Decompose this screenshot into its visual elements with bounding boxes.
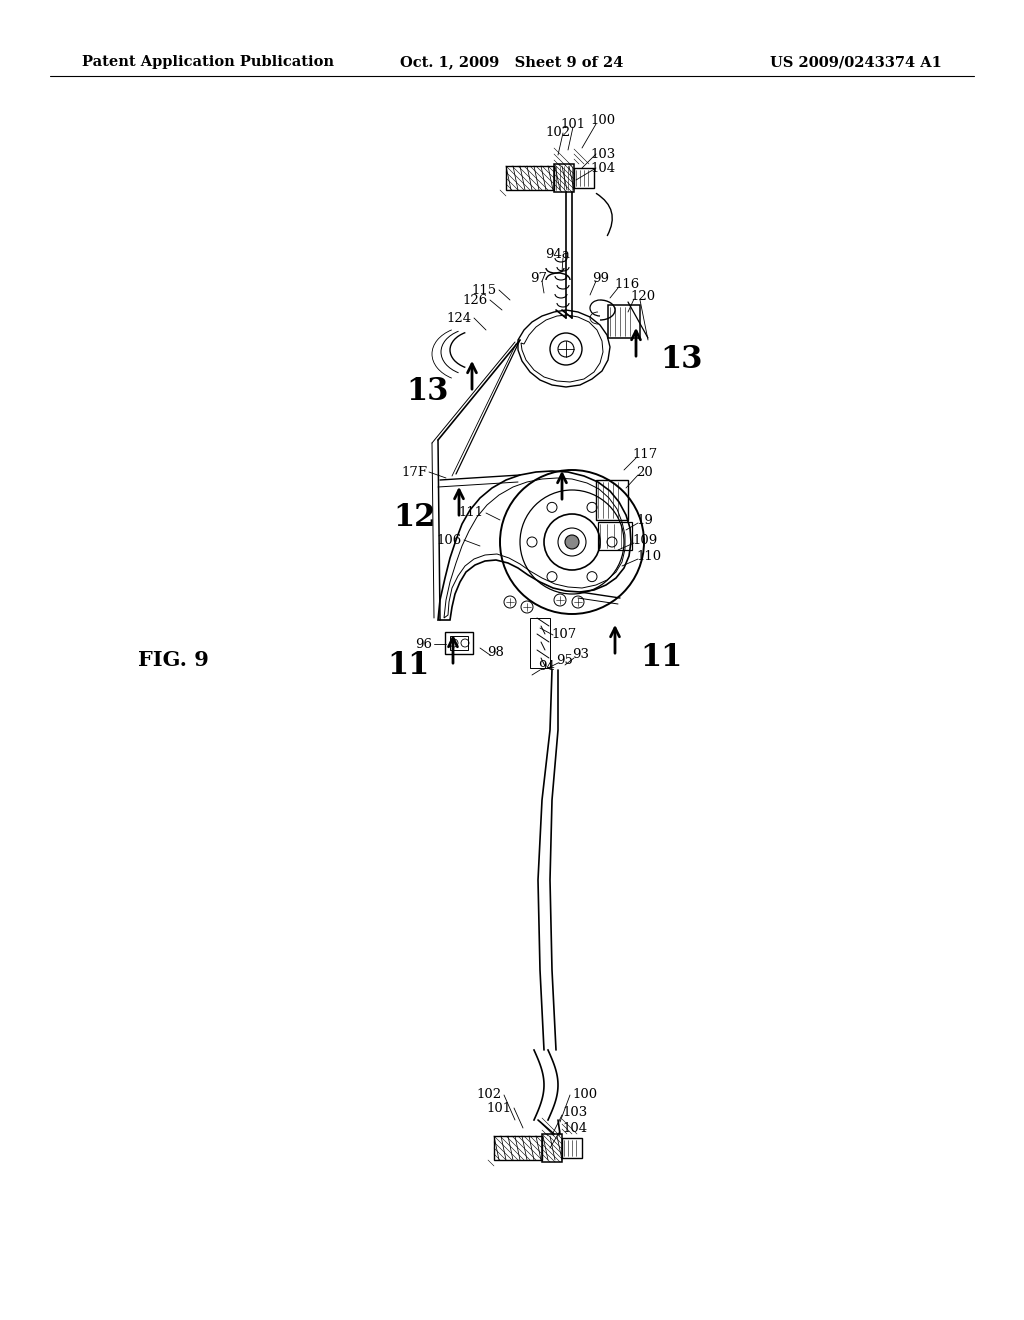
Bar: [598, 521, 632, 550]
Circle shape: [565, 535, 579, 549]
Bar: [450, 636, 468, 649]
Text: 94a: 94a: [545, 248, 570, 261]
Text: 95: 95: [556, 653, 572, 667]
Text: 101: 101: [560, 117, 585, 131]
Text: 96: 96: [415, 638, 432, 651]
Text: 111: 111: [459, 507, 484, 520]
Text: 104: 104: [590, 161, 615, 174]
Text: 120: 120: [630, 289, 655, 302]
Bar: [506, 166, 554, 190]
Text: Oct. 1, 2009   Sheet 9 of 24: Oct. 1, 2009 Sheet 9 of 24: [400, 55, 624, 69]
Text: 103: 103: [562, 1106, 587, 1118]
Text: 93: 93: [572, 648, 589, 661]
Text: 20: 20: [636, 466, 652, 479]
Bar: [562, 1138, 582, 1158]
Bar: [530, 618, 550, 668]
Text: 99: 99: [592, 272, 609, 285]
Text: 102: 102: [545, 127, 570, 140]
Text: 94: 94: [538, 660, 555, 673]
Text: 124: 124: [446, 312, 472, 325]
Text: 115: 115: [472, 284, 497, 297]
Text: 110: 110: [636, 549, 662, 562]
Text: 100: 100: [590, 114, 615, 127]
Bar: [574, 168, 594, 187]
Text: 11: 11: [388, 651, 430, 681]
Text: 98: 98: [487, 645, 504, 659]
Text: 107: 107: [551, 628, 577, 642]
Text: 117: 117: [632, 449, 657, 462]
Text: 100: 100: [572, 1089, 597, 1101]
Text: 11: 11: [640, 643, 682, 673]
Text: 126: 126: [463, 293, 488, 306]
Text: 12: 12: [393, 503, 436, 533]
Text: 19: 19: [636, 513, 653, 527]
Text: 13: 13: [660, 343, 702, 375]
Text: 13: 13: [407, 376, 449, 408]
Bar: [445, 632, 473, 653]
Bar: [494, 1137, 542, 1160]
Text: 103: 103: [590, 148, 615, 161]
Text: Patent Application Publication: Patent Application Publication: [82, 55, 334, 69]
Text: 97: 97: [530, 272, 547, 285]
Text: 102: 102: [477, 1089, 502, 1101]
Text: 109: 109: [632, 533, 657, 546]
Text: US 2009/0243374 A1: US 2009/0243374 A1: [770, 55, 942, 69]
Text: 104: 104: [562, 1122, 587, 1134]
Text: 101: 101: [486, 1101, 512, 1114]
Bar: [596, 480, 628, 520]
Text: 17F: 17F: [401, 466, 427, 479]
Text: FIG. 9: FIG. 9: [138, 649, 209, 671]
Text: 116: 116: [614, 279, 639, 292]
Text: 106: 106: [437, 533, 462, 546]
